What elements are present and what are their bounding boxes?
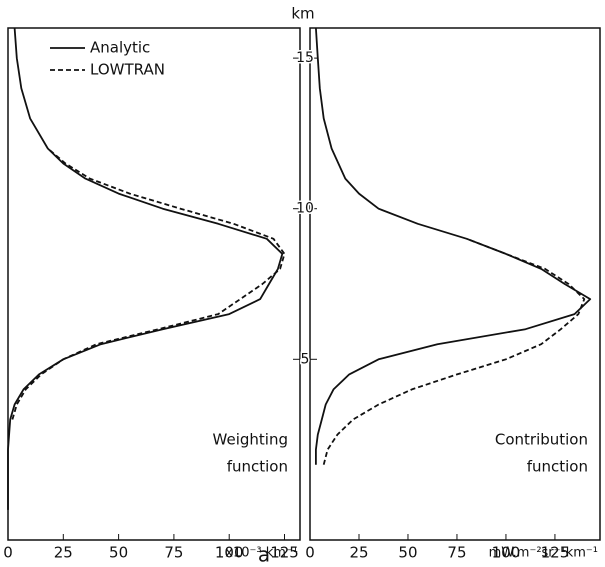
x-tick-label: 125 bbox=[541, 544, 570, 562]
y-tick-label: 5 bbox=[301, 351, 310, 367]
annotation: Contribution bbox=[495, 431, 588, 449]
y-tick-label: 10 bbox=[296, 201, 314, 217]
x-tick-label: 125 bbox=[270, 544, 299, 562]
annotation: function bbox=[227, 458, 288, 476]
annotation: function bbox=[527, 458, 588, 476]
x-tick-label: 0 bbox=[3, 544, 13, 562]
x-tick-label: 100 bbox=[215, 544, 244, 562]
x-tick-label: 50 bbox=[398, 544, 417, 562]
left-panel bbox=[7, 27, 301, 541]
annotation: Weighting bbox=[213, 431, 288, 449]
x-tick-label: 25 bbox=[349, 544, 368, 562]
x-tick-label: 25 bbox=[54, 544, 73, 562]
x-tick-label: 100 bbox=[492, 544, 521, 562]
right-panel bbox=[309, 27, 601, 541]
profile-line bbox=[315, 27, 592, 465]
profile-line bbox=[322, 237, 586, 465]
x-tick-label: 0 bbox=[305, 544, 315, 562]
y-tick-label: 15 bbox=[296, 50, 314, 66]
profile-line bbox=[11, 147, 286, 420]
x-axis-label: mW.m⁻²sr⁻¹km⁻¹ bbox=[489, 546, 598, 561]
x-tick-label: 75 bbox=[447, 544, 466, 562]
x-tick-label: 50 bbox=[109, 544, 128, 562]
x-tick-label: 75 bbox=[164, 544, 183, 562]
legend-label: Analytic bbox=[90, 39, 150, 57]
y-axis-label: km bbox=[291, 5, 314, 23]
x-axis-label: x10⁻³ km⁻¹ bbox=[225, 546, 298, 561]
caption: a bbox=[258, 543, 270, 567]
legend-label: LOWTRAN bbox=[90, 61, 165, 79]
